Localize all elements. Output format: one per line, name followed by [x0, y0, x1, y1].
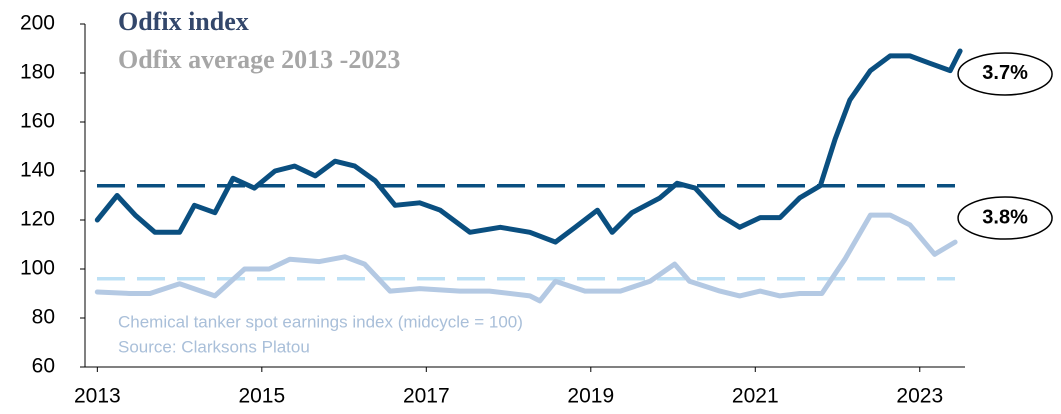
x-tick-label: 2015: [238, 385, 285, 408]
x-tick-label: 2021: [732, 385, 779, 408]
series-line: [94, 212, 958, 304]
annotation: 3.8%: [982, 206, 1028, 228]
note: Chemical tanker spot earnings index (mid…: [118, 312, 523, 331]
chart-subtitle: Odfix average 2013 -2023: [118, 45, 400, 74]
x-tick-label: 2023: [896, 385, 943, 408]
y-tick-label: 160: [20, 110, 55, 133]
annotation: 3.7%: [982, 62, 1028, 84]
y-tick-label: 180: [20, 61, 55, 84]
y-tick-label: 200: [20, 12, 55, 35]
annotation-bubble: [957, 196, 1053, 240]
y-tick-label: 120: [20, 208, 55, 231]
series-line: [94, 48, 963, 245]
chart-title: Odfix index: [118, 7, 249, 36]
y-tick-label: 60: [32, 355, 55, 378]
x-tick-label: 2019: [567, 385, 614, 408]
note: Source: Clarksons Platou: [118, 337, 310, 356]
y-tick-label: 80: [32, 306, 55, 329]
x-tick-label: 2017: [403, 385, 450, 408]
y-tick-label: 100: [20, 257, 55, 280]
annotation-bubble: [957, 52, 1053, 96]
x-tick-label: 2013: [74, 385, 121, 408]
y-tick-label: 140: [20, 159, 55, 182]
